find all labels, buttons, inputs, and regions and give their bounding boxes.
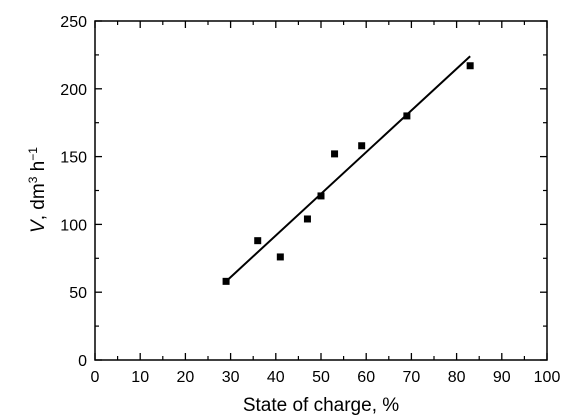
y-tick-label: 250: [60, 14, 87, 31]
plot-border: [94, 20, 548, 361]
y-axis-ticks: 0 50 100 150 200 250: [60, 14, 547, 370]
y-tick-label: 100: [60, 217, 87, 234]
x-tick-label: 60: [357, 369, 375, 386]
fit-line-group: [225, 55, 471, 283]
data-point-marker: [466, 62, 474, 70]
data-point-marker: [331, 150, 339, 158]
y-tick-label: 150: [60, 150, 87, 167]
data-point-marker: [276, 253, 284, 261]
y-axis-title: V, dm3 h−1: [26, 147, 49, 233]
x-tick-label: 80: [448, 369, 466, 386]
y-tick-label: 50: [69, 285, 87, 302]
x-tick-label: 40: [267, 369, 285, 386]
x-tick-label: 90: [493, 369, 511, 386]
x-tick-label: 30: [222, 369, 240, 386]
data-point-marker: [317, 192, 325, 200]
data-point-marker: [403, 112, 411, 120]
y-tick-label: 200: [60, 82, 87, 99]
data-point-marker: [358, 142, 366, 150]
plot-frame: [94, 20, 548, 361]
x-tick-label: 0: [91, 369, 100, 386]
y-axis-title-unit: , dm: [28, 183, 49, 220]
data-points: [222, 62, 474, 285]
fit-line: [225, 55, 471, 283]
data-point-marker: [254, 237, 262, 245]
y-axis-title-sup1: 3: [26, 176, 40, 183]
data-point-marker: [222, 277, 230, 285]
x-axis-ticks: 0 10 20 30 40 50 60 70 80 90 100: [91, 21, 561, 386]
x-tick-label: 100: [534, 369, 561, 386]
y-tick-label: 0: [78, 353, 87, 370]
data-point-marker: [303, 215, 311, 223]
y-axis-title-var: V: [28, 218, 49, 233]
x-tick-label: 50: [312, 369, 330, 386]
x-tick-label: 20: [177, 369, 195, 386]
x-axis-title: State of charge, %: [243, 395, 399, 416]
y-axis-title-sup2: −1: [26, 147, 40, 161]
y-axis-title-unit2: h: [28, 161, 49, 177]
x-tick-label: 10: [131, 369, 149, 386]
x-tick-label: 70: [403, 369, 421, 386]
